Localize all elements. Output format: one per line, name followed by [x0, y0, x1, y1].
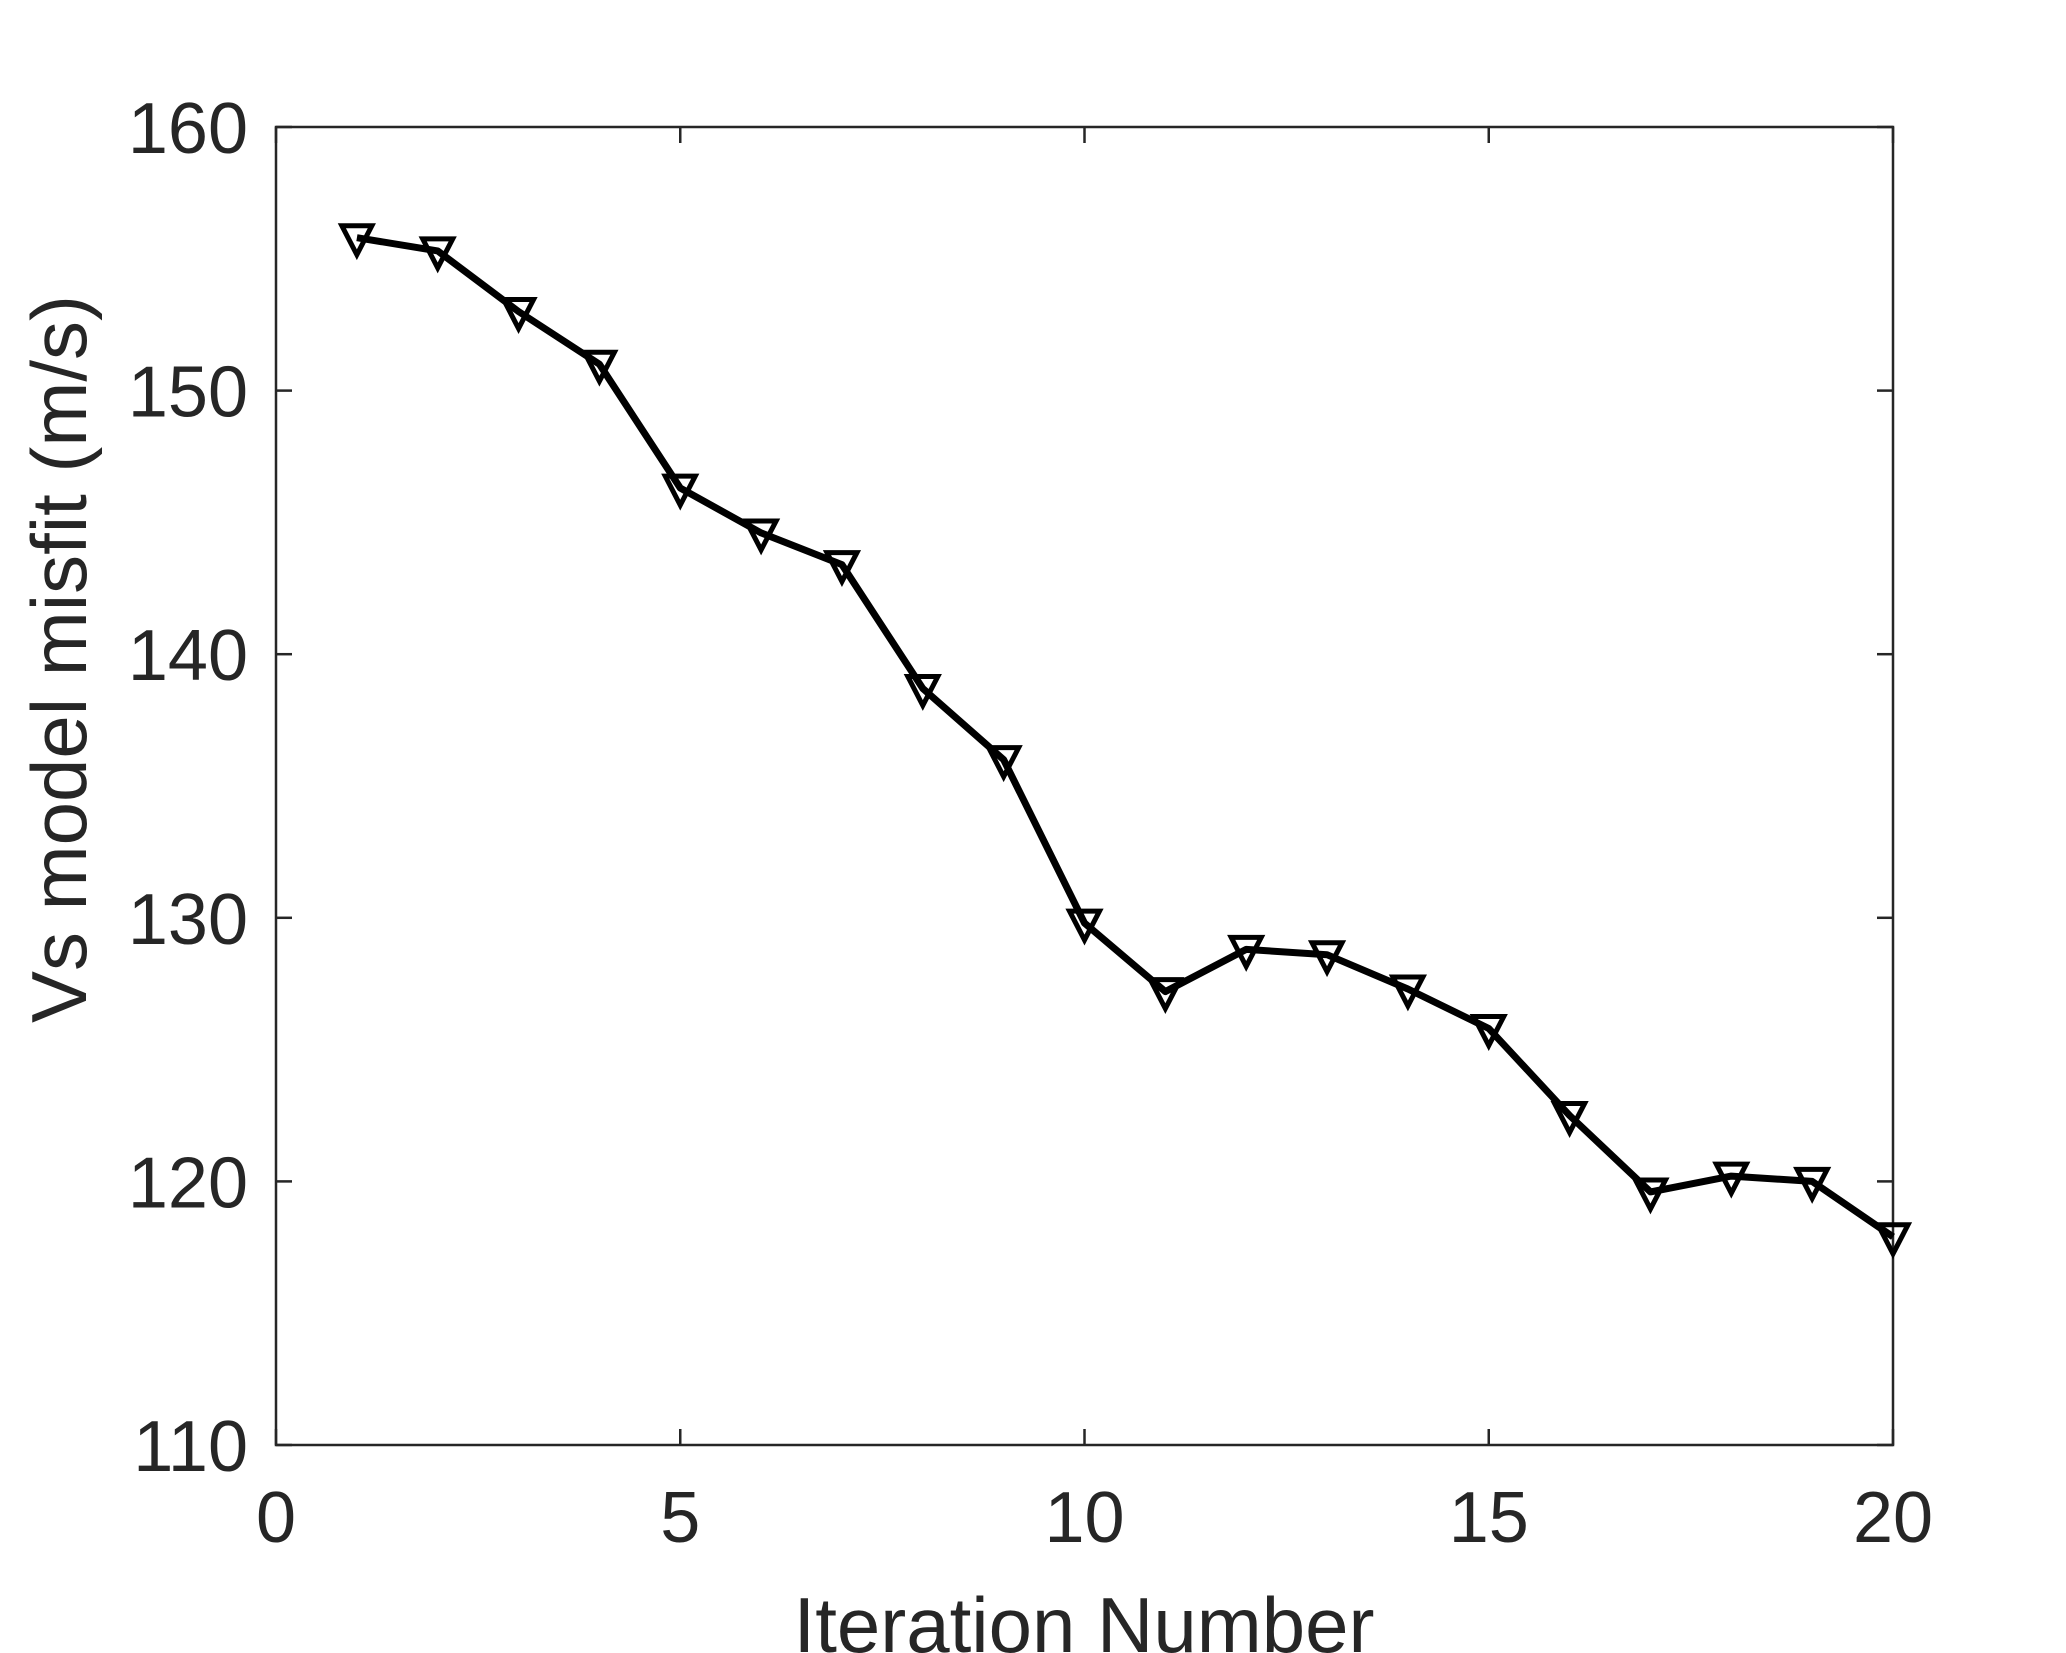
data-point-marker: [1873, 1222, 1913, 1260]
y-tick-label: 140: [128, 616, 248, 696]
y-tick-label: 160: [128, 89, 248, 169]
x-tick-label: 15: [1449, 1478, 1529, 1558]
data-point-marker: [499, 297, 538, 334]
data-point-marker: [1631, 1177, 1670, 1215]
data-point-marker: [984, 745, 1023, 783]
series-line: [356, 234, 1895, 1240]
y-axis-label: Vs model misfit (m/s): [15, 295, 103, 1023]
data-point-marker: [1146, 977, 1185, 1015]
y-tick-label: 150: [128, 353, 248, 433]
data-point-marker: [1712, 1161, 1751, 1199]
data-point-marker: [1469, 1014, 1508, 1051]
y-tick-label: 120: [128, 1143, 248, 1223]
data-point-marker: [580, 349, 619, 387]
data-point-marker: [337, 223, 376, 261]
y-tick-label: 130: [128, 880, 248, 960]
data-point-marker: [741, 518, 781, 556]
data-point-marker: [1307, 940, 1347, 978]
x-tick-label: 0: [256, 1478, 296, 1558]
x-axis-label: Iteration Number: [794, 1581, 1375, 1653]
data-point-marker: [1227, 934, 1266, 972]
x-tick-label: 20: [1853, 1478, 1933, 1558]
x-tick-label: 10: [1044, 1478, 1124, 1558]
data-point-marker: [822, 550, 862, 588]
data-point-marker: [661, 473, 700, 511]
data-point-marker: [1065, 908, 1104, 946]
data-point-marker: [418, 236, 457, 274]
x-tick-label: 5: [660, 1478, 700, 1558]
data-layer: [337, 223, 1913, 1260]
data-point-marker: [1388, 974, 1428, 1012]
data-point-marker: [1793, 1166, 1832, 1204]
y-tick-label: 110: [133, 1407, 248, 1487]
data-point-marker: [903, 673, 942, 711]
data-point-marker: [1550, 1101, 1589, 1138]
axes-layer: 0 5 10 15 20 110 120 130 140 150 160: [128, 89, 1933, 1558]
